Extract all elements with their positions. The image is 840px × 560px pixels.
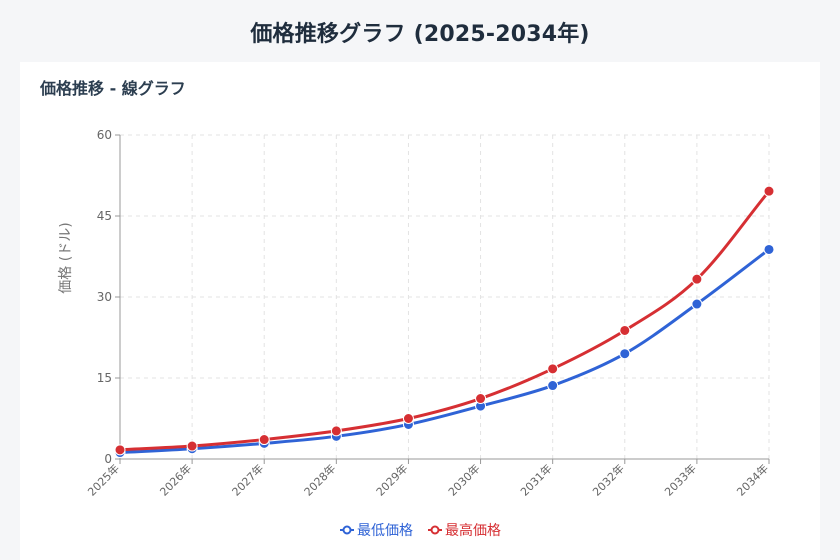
y-tick-label: 15 [97, 371, 112, 385]
data-point[interactable] [547, 363, 559, 375]
data-point[interactable] [763, 243, 775, 255]
data-point[interactable] [547, 380, 559, 392]
legend-swatch [428, 525, 442, 535]
data-point[interactable] [114, 444, 126, 456]
x-tick-label: 2031年 [517, 461, 554, 498]
series-layer [114, 185, 775, 459]
chart-legend: 最低価格 最高価格 [0, 520, 840, 540]
data-point[interactable] [619, 324, 631, 336]
x-tick-label: 2026年 [157, 461, 194, 498]
section-title: 価格推移 - 線グラフ [40, 79, 186, 98]
legend-item-1[interactable]: 最高価格 [427, 520, 501, 540]
legend-label: 最高価格 [445, 523, 501, 539]
data-point[interactable] [619, 348, 631, 360]
data-point[interactable] [258, 434, 270, 446]
x-tick-label: 2028年 [301, 461, 338, 498]
grid-lines [120, 134, 770, 459]
x-tick-label: 2030年 [445, 461, 482, 498]
x-tick-label: 2027年 [229, 461, 266, 498]
x-tick-label: 2025年 [85, 461, 122, 498]
data-point[interactable] [330, 425, 342, 437]
page-title: 価格推移グラフ (2025-2034年) [250, 22, 590, 47]
y-tick-label: 60 [97, 128, 112, 142]
data-point[interactable] [186, 440, 198, 452]
data-point[interactable] [475, 393, 487, 405]
data-point[interactable] [402, 413, 414, 424]
x-tick-label: 2033年 [662, 461, 699, 498]
legend-label: 最低価格 [357, 523, 413, 539]
y-tick-label: 0 [104, 452, 112, 466]
data-point[interactable] [763, 185, 775, 197]
y-tick-label: 30 [97, 290, 112, 304]
x-tick-label: 2032年 [589, 461, 626, 498]
x-tick-label: 2029年 [373, 461, 410, 498]
series-line-1 [119, 190, 771, 452]
y-tick-label: 45 [97, 209, 112, 223]
data-point[interactable] [691, 273, 703, 285]
series-line-0 [119, 248, 770, 455]
legend-swatch [340, 525, 354, 535]
data-point[interactable] [691, 298, 703, 310]
x-tick-label: 2034年 [734, 461, 771, 498]
legend-item-0[interactable]: 最低価格 [339, 520, 413, 540]
y-axis-label: 価格 (ドル) [58, 222, 74, 293]
